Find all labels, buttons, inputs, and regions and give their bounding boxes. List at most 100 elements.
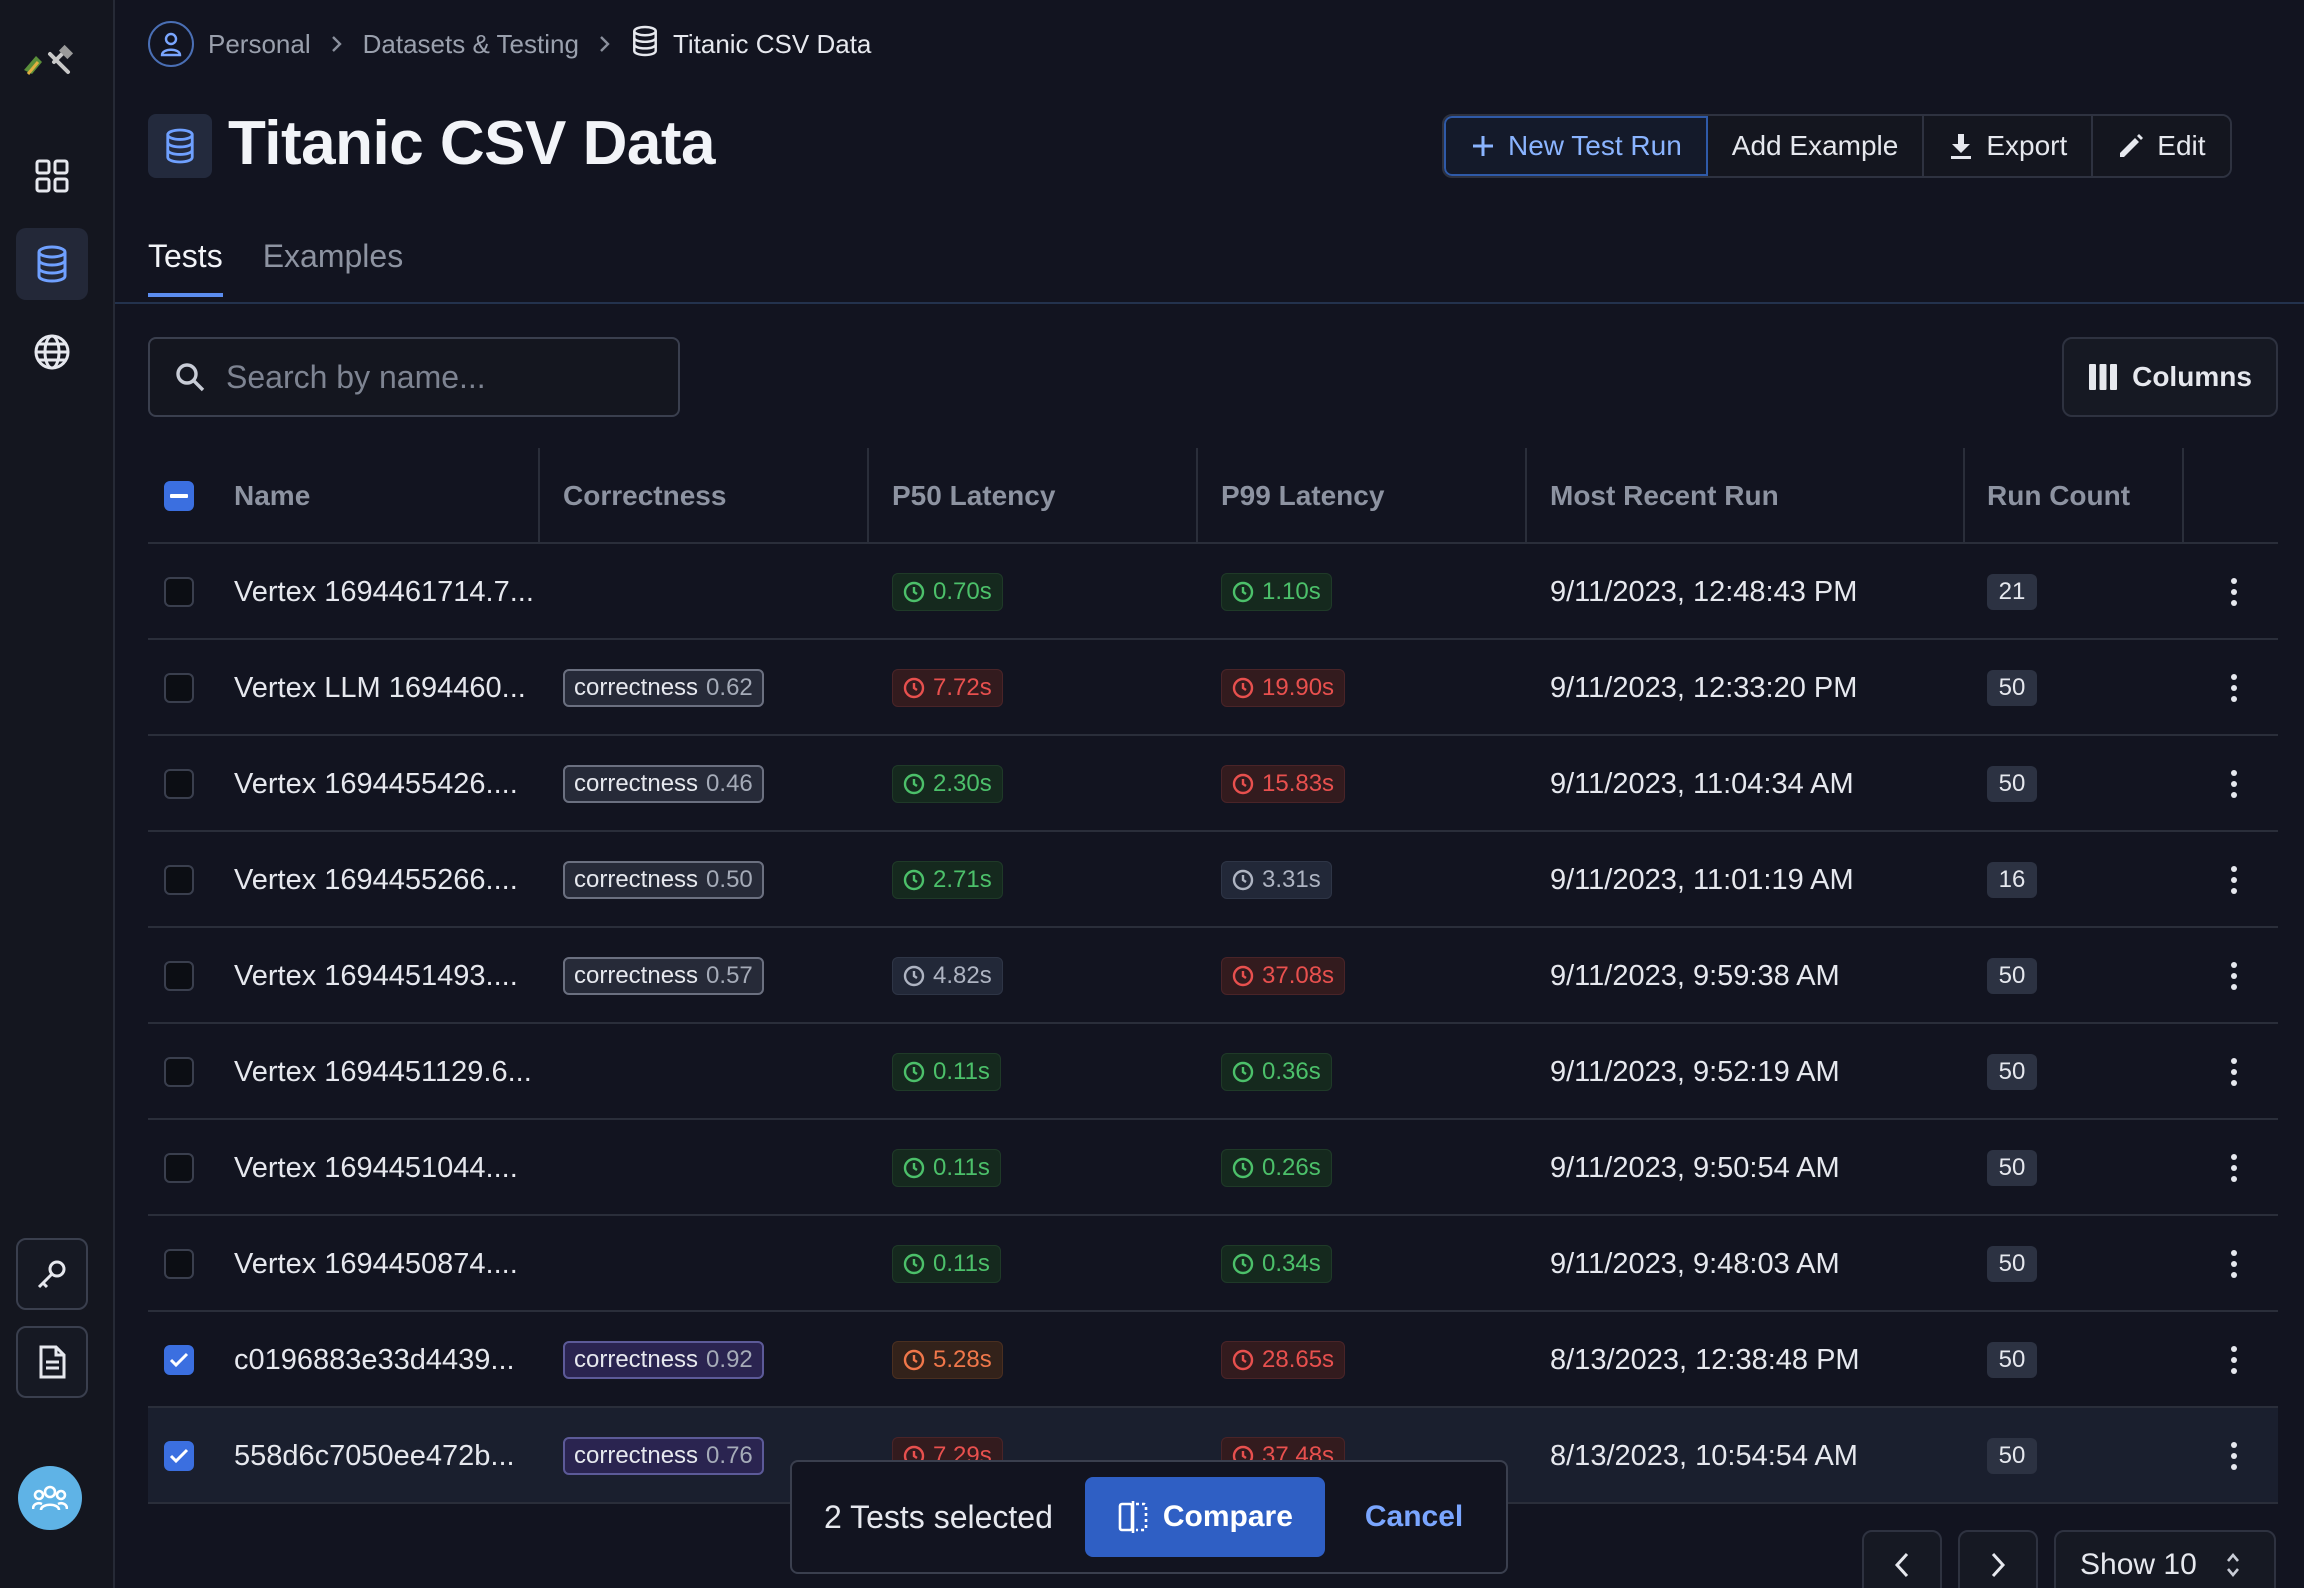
row-checkbox-cell[interactable] <box>164 832 194 928</box>
row-menu-button[interactable] <box>2230 1408 2238 1504</box>
nav-projects[interactable] <box>16 140 88 212</box>
kebab-icon <box>2231 1346 2237 1374</box>
clock-icon <box>1232 677 1254 699</box>
header-run-count[interactable]: Run Count <box>1987 480 2131 511</box>
table-row[interactable]: Vertex 1694461714.7... 0.70s 1.10s 9/11/202… <box>148 544 2278 640</box>
edit-button[interactable]: Edit <box>2093 116 2230 176</box>
page-size-select[interactable]: Show 10 <box>2054 1530 2276 1588</box>
export-button[interactable]: Export <box>1924 116 2094 176</box>
column-divider[interactable] <box>867 448 869 544</box>
header-p99-latency[interactable]: P99 Latency <box>1221 480 1385 511</box>
table-row[interactable]: Vertex 1694450874.... 0.11s 0.34s 9/11/2023… <box>148 1216 2278 1312</box>
row-checkbox-cell[interactable] <box>164 928 194 1024</box>
row-checkbox[interactable] <box>164 1345 194 1375</box>
column-divider[interactable] <box>1525 448 1527 544</box>
row-name[interactable]: Vertex 1694451493.... <box>234 959 518 992</box>
row-checkbox[interactable] <box>164 769 194 799</box>
run-count-badge: 50 <box>1987 958 2037 994</box>
row-menu-button[interactable] <box>2230 928 2238 1024</box>
column-divider[interactable] <box>1196 448 1198 544</box>
column-divider[interactable] <box>1963 448 1965 544</box>
row-name[interactable]: Vertex 1694451129.6... <box>234 1055 532 1088</box>
table-row[interactable]: Vertex 1694455426.... correctness 0.46 2.30… <box>148 736 2278 832</box>
row-menu-button[interactable] <box>2230 1312 2238 1408</box>
row-checkbox[interactable] <box>164 577 194 607</box>
breadcrumb-current: Titanic CSV Data <box>672 28 872 59</box>
row-checkbox[interactable] <box>164 673 194 703</box>
row-name[interactable]: Vertex 1694450874.... <box>234 1247 518 1280</box>
tab-examples[interactable]: Examples <box>262 238 404 274</box>
row-checkbox-cell[interactable] <box>164 640 194 736</box>
table-row[interactable]: Vertex 1694451493.... correctness 0.57 4.82… <box>148 928 2278 1024</box>
select-all-checkbox[interactable] <box>164 481 194 511</box>
row-checkbox-cell[interactable] <box>164 1408 194 1504</box>
row-checkbox[interactable] <box>164 865 194 895</box>
add-example-button[interactable]: Add Example <box>1707 116 1925 176</box>
row-menu-button[interactable] <box>2230 1120 2238 1216</box>
row-checkbox[interactable] <box>164 1249 194 1279</box>
row-menu-button[interactable] <box>2230 736 2238 832</box>
select-all-checkbox-cell[interactable] <box>164 448 194 544</box>
row-checkbox-cell[interactable] <box>164 736 194 832</box>
header-correctness[interactable]: Correctness <box>563 480 727 511</box>
row-menu-button[interactable] <box>2230 1024 2238 1120</box>
nav-api-keys[interactable] <box>16 1238 88 1310</box>
nav-docs[interactable] <box>16 1326 88 1398</box>
header-most-recent-run[interactable]: Most Recent Run <box>1550 480 1779 511</box>
row-name[interactable]: 558d6c7050ee472b... <box>234 1439 515 1472</box>
previous-page-button[interactable] <box>1862 1530 1942 1588</box>
row-name[interactable]: Vertex LLM 1694460... <box>234 671 526 704</box>
columns-button[interactable]: Columns <box>2062 337 2278 417</box>
table-row[interactable]: Vertex 1694451129.6... 0.11s 0.36s 9/11/202… <box>148 1024 2278 1120</box>
table-row[interactable]: Vertex 1694451044.... 0.11s 0.26s 9/11/2023… <box>148 1120 2278 1216</box>
kebab-icon <box>2231 866 2237 894</box>
nav-hub[interactable] <box>16 316 88 388</box>
search-input[interactable] <box>226 358 646 396</box>
row-checkbox-cell[interactable] <box>164 544 194 640</box>
nav-datasets[interactable] <box>16 228 88 300</box>
row-menu-button[interactable] <box>2230 544 2238 640</box>
correctness-badge: correctness 0.57 <box>563 957 764 995</box>
column-divider[interactable] <box>538 448 540 544</box>
clock-icon <box>1232 773 1254 795</box>
row-name[interactable]: Vertex 1694451044.... <box>234 1151 518 1184</box>
header-name[interactable]: Name <box>234 480 311 511</box>
row-run-count: 50 <box>1987 1024 2037 1120</box>
compare-button[interactable]: Compare <box>1084 1477 1325 1557</box>
row-checkbox[interactable] <box>164 1441 194 1471</box>
new-test-run-button[interactable]: New Test Run <box>1444 116 1708 176</box>
latency-badge: 4.82s <box>892 957 1003 995</box>
row-checkbox-cell[interactable] <box>164 1216 194 1312</box>
row-menu-button[interactable] <box>2230 832 2238 928</box>
chevron-left-icon <box>1894 1552 1909 1578</box>
table-row[interactable]: c0196883e33d4439... correctness 0.92 5.28s 2… <box>148 1312 2278 1408</box>
row-name[interactable]: Vertex 1694455426.... <box>234 767 518 800</box>
cancel-button[interactable]: Cancel <box>1364 1500 1464 1533</box>
row-name[interactable]: c0196883e33d4439... <box>234 1343 515 1376</box>
row-menu-button[interactable] <box>2230 1216 2238 1312</box>
row-name[interactable]: Vertex 1694455266.... <box>234 863 518 896</box>
correctness-value: 0.46 <box>706 770 753 797</box>
breadcrumb-personal[interactable]: Personal <box>208 28 311 59</box>
header-p50-latency[interactable]: P50 Latency <box>892 480 1056 511</box>
clock-icon <box>903 1157 925 1179</box>
table-row[interactable]: Vertex 1694455266.... correctness 0.50 2.71… <box>148 832 2278 928</box>
table-row[interactable]: Vertex LLM 1694460... correctness 0.62 7.72… <box>148 640 2278 736</box>
row-checkbox-cell[interactable] <box>164 1312 194 1408</box>
breadcrumb-datasets[interactable]: Datasets & Testing <box>362 28 579 59</box>
row-checkbox[interactable] <box>164 1153 194 1183</box>
app-logo[interactable] <box>20 44 90 80</box>
row-name[interactable]: Vertex 1694461714.7... <box>234 575 534 608</box>
columns-label: Columns <box>2132 361 2252 392</box>
team-avatar[interactable] <box>18 1466 82 1530</box>
tab-tests[interactable]: Tests <box>148 238 223 297</box>
row-checkbox-cell[interactable] <box>164 1120 194 1216</box>
row-checkbox[interactable] <box>164 1057 194 1087</box>
check-icon <box>169 1448 189 1464</box>
row-menu-button[interactable] <box>2230 640 2238 736</box>
next-page-button[interactable] <box>1958 1530 2038 1588</box>
column-divider[interactable] <box>2182 448 2184 544</box>
search-box[interactable] <box>148 337 680 417</box>
row-checkbox-cell[interactable] <box>164 1024 194 1120</box>
row-checkbox[interactable] <box>164 961 194 991</box>
